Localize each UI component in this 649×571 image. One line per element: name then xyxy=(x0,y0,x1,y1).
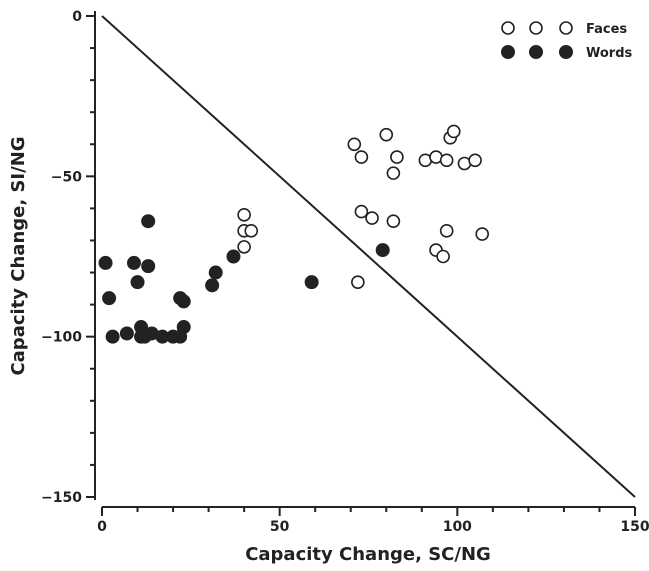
legend-marker xyxy=(529,45,543,59)
words-data-point xyxy=(141,214,156,229)
faces-data-point xyxy=(237,208,251,222)
axis-ticks: 0 50 100 150 0 −50 −100 −150 xyxy=(41,9,649,535)
faces-data-point xyxy=(237,240,251,254)
faces-data-point xyxy=(354,150,369,164)
words-data-point xyxy=(176,320,191,335)
words-data-point xyxy=(126,255,141,270)
words-data-point xyxy=(304,275,319,290)
legend-label: Faces xyxy=(586,22,627,37)
faces-data-point xyxy=(475,227,490,241)
legend-marker xyxy=(501,21,515,35)
x-tick-label: 150 xyxy=(620,519,649,535)
faces-data-point xyxy=(439,153,454,168)
legend-marker xyxy=(501,45,515,59)
y-tick-label: −50 xyxy=(51,169,82,185)
legend-marker xyxy=(559,45,573,59)
y-tick-label: −150 xyxy=(41,490,82,506)
faces-data-point xyxy=(436,249,450,264)
words-data-point xyxy=(208,265,223,280)
faces-data-point xyxy=(354,204,369,219)
y-tick-label: −100 xyxy=(41,330,82,346)
words-data-point xyxy=(98,255,113,270)
faces-data-point xyxy=(468,153,482,168)
words-data-point xyxy=(102,291,117,306)
faces-data-point xyxy=(439,224,454,238)
x-tick-label: 100 xyxy=(443,519,472,535)
words-data-point xyxy=(141,259,156,274)
faces-data-point xyxy=(386,214,401,229)
words-data-point xyxy=(105,329,120,344)
legend-label: Words xyxy=(586,46,633,61)
plot-area xyxy=(94,11,636,508)
faces-data-point xyxy=(365,211,379,225)
faces-data-point xyxy=(244,224,259,238)
words-data-point xyxy=(205,278,220,293)
y-tick-label: 0 xyxy=(72,9,82,25)
reference-diagonal-line xyxy=(101,15,636,498)
legend-marker xyxy=(529,21,543,35)
faces-data-point xyxy=(347,137,362,152)
words-data-point xyxy=(176,294,191,309)
words-data-point xyxy=(119,326,134,341)
legend: Faces Words xyxy=(501,21,633,61)
words-data-point xyxy=(130,275,145,290)
data-points xyxy=(98,124,490,344)
x-tick-label: 50 xyxy=(270,519,290,535)
words-data-point xyxy=(226,249,241,264)
faces-data-point xyxy=(351,275,365,289)
words-data-point xyxy=(375,243,390,258)
faces-data-point xyxy=(379,127,394,142)
faces-data-point xyxy=(446,124,461,139)
legend-marker xyxy=(559,21,573,35)
faces-data-point xyxy=(390,150,404,164)
x-axis-title: Capacity Change, SC/NG xyxy=(245,544,491,565)
y-axis-title: Capacity Change, SI/NG xyxy=(8,136,29,375)
x-tick-label: 0 xyxy=(97,519,107,535)
faces-data-point xyxy=(386,166,401,180)
